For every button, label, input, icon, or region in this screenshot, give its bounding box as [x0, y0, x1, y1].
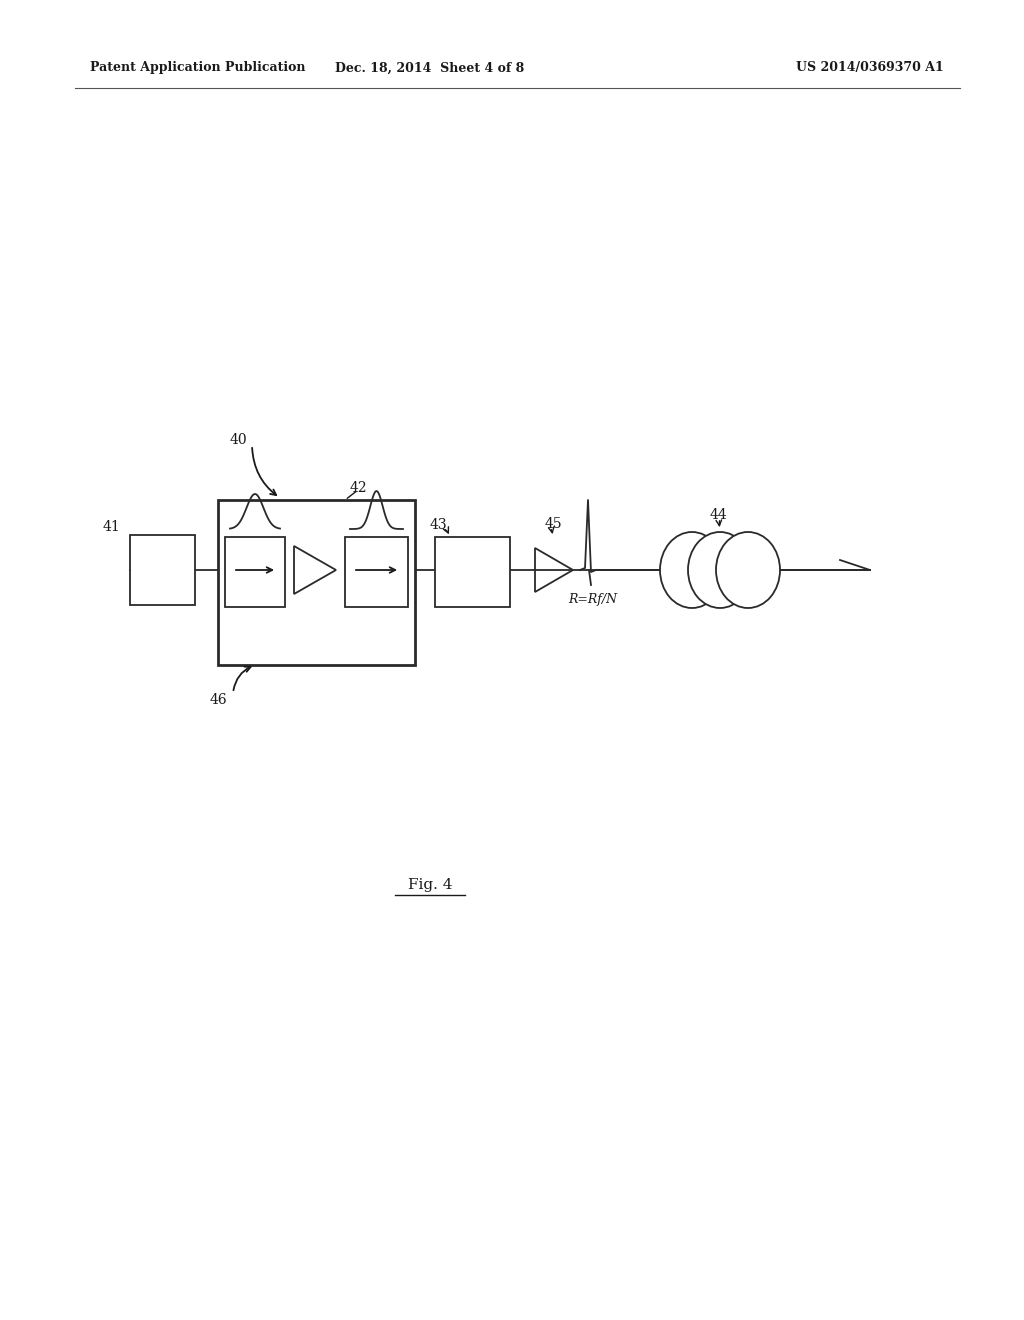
Text: US 2014/0369370 A1: US 2014/0369370 A1 — [796, 62, 944, 74]
Text: 44: 44 — [710, 508, 728, 521]
Text: R=Rf/N: R=Rf/N — [568, 594, 617, 606]
Text: Dec. 18, 2014  Sheet 4 of 8: Dec. 18, 2014 Sheet 4 of 8 — [336, 62, 524, 74]
Bar — [130, 535, 195, 605]
Bar — [345, 537, 408, 607]
Bar — [435, 537, 510, 607]
Ellipse shape — [660, 532, 724, 609]
Bar — [218, 500, 415, 665]
Text: 41: 41 — [102, 520, 120, 535]
Text: Fig. 4: Fig. 4 — [408, 878, 453, 892]
Text: 46: 46 — [210, 693, 227, 708]
Bar — [225, 537, 285, 607]
Text: 40: 40 — [230, 433, 248, 447]
Text: 42: 42 — [350, 480, 368, 495]
Text: Patent Application Publication: Patent Application Publication — [90, 62, 305, 74]
Ellipse shape — [688, 532, 752, 609]
Ellipse shape — [716, 532, 780, 609]
Text: 43: 43 — [430, 517, 447, 532]
Text: 45: 45 — [545, 517, 562, 531]
